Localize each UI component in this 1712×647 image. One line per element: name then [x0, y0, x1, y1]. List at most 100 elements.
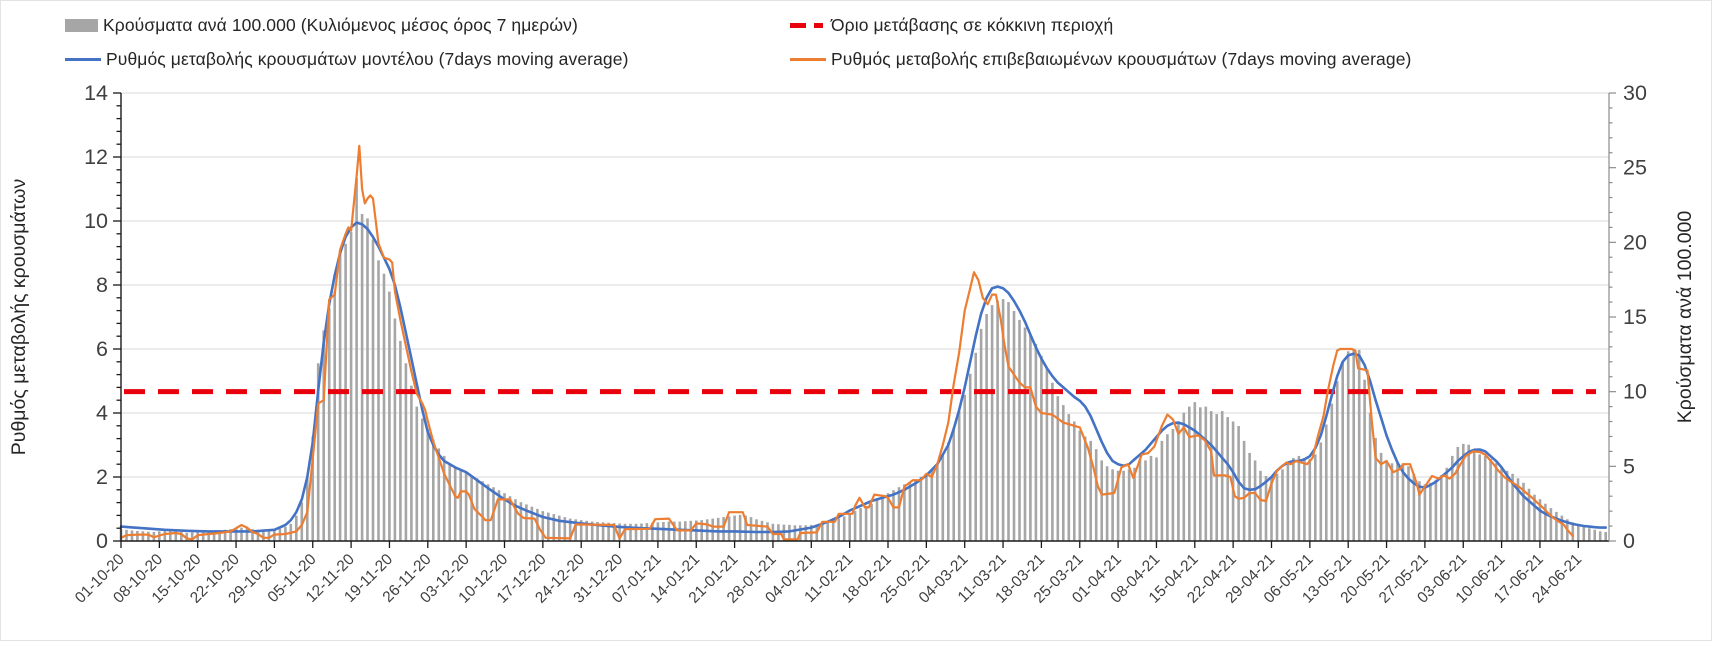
bar [218, 530, 221, 541]
bars-series [119, 178, 1607, 542]
bar [623, 523, 627, 541]
bar [1188, 406, 1191, 541]
bar [963, 394, 966, 541]
bar [147, 531, 150, 541]
bar [755, 519, 758, 541]
legend-label: Όριο μετάβασης σε κόκκινη περιοχή [831, 14, 1114, 35]
bar [968, 373, 972, 541]
legend-item-confirmed-line: Ρυθμός μεταβολής επιβεβαιωμένων κρουσμάτ… [790, 47, 1411, 71]
bar [908, 482, 912, 541]
bar [870, 503, 873, 541]
bar [1319, 442, 1323, 541]
bar [541, 511, 545, 541]
bar [1582, 526, 1586, 541]
bar [848, 514, 851, 541]
bar [574, 519, 577, 541]
bar [185, 532, 188, 541]
bar [1100, 460, 1103, 541]
bar [234, 528, 238, 541]
bar [662, 522, 665, 541]
bar [1001, 299, 1005, 541]
bar [1593, 529, 1596, 541]
bar [881, 496, 884, 541]
bar [1368, 412, 1372, 541]
bar [864, 505, 868, 541]
bar [1401, 463, 1405, 541]
bar [1429, 482, 1432, 541]
bar [1078, 430, 1082, 541]
bar [727, 516, 731, 541]
bar [1182, 412, 1186, 541]
bar [952, 427, 955, 541]
bar [212, 530, 216, 541]
bar [415, 406, 419, 541]
y-right-tick-label: 10 [1623, 380, 1647, 404]
bar [585, 520, 588, 541]
bar [1286, 462, 1290, 541]
bar [1094, 449, 1098, 541]
bar [826, 522, 829, 541]
bar [1314, 454, 1317, 541]
line-swatch-icon [65, 57, 101, 61]
bar [673, 521, 676, 541]
bar [136, 530, 139, 541]
bar [169, 530, 172, 541]
bar [645, 523, 649, 541]
bar [223, 529, 227, 541]
y-left-tick-label: 8 [96, 273, 108, 297]
bar [1166, 434, 1169, 541]
bar [530, 506, 534, 541]
bar [629, 523, 632, 541]
bar [1588, 528, 1591, 541]
bar [349, 231, 353, 541]
bar [558, 515, 561, 541]
bar [355, 178, 358, 541]
bar [229, 529, 232, 541]
bar [1018, 320, 1021, 541]
bar [256, 530, 260, 541]
bar [1346, 351, 1350, 541]
bar [421, 418, 424, 541]
bar [651, 522, 654, 541]
bar [749, 517, 753, 541]
bar [1500, 467, 1503, 541]
bar [1577, 524, 1580, 541]
bar [1478, 454, 1481, 541]
bar [1516, 478, 1520, 541]
bar [1522, 482, 1525, 541]
bar [141, 531, 145, 541]
line-swatch-icon [790, 57, 826, 61]
bar [941, 454, 945, 541]
bar [1138, 458, 1142, 541]
bar [327, 308, 331, 541]
bar [366, 218, 369, 541]
bar [722, 517, 725, 541]
bar [180, 532, 183, 541]
bar [311, 436, 314, 541]
bar [821, 523, 824, 541]
bar [410, 385, 413, 541]
bar [1390, 463, 1394, 541]
bar [1560, 515, 1564, 541]
bar [579, 520, 583, 541]
bar [1281, 469, 1284, 541]
bar [442, 455, 446, 541]
bar [793, 525, 797, 541]
bar [1489, 458, 1492, 541]
legend-item-model-line: Ρυθμός μεταβολής κρουσμάτων μοντέλου (7d… [65, 47, 629, 71]
bar [1511, 473, 1514, 541]
bar [1352, 349, 1355, 541]
bar [1122, 470, 1125, 541]
bar [1253, 460, 1257, 541]
legend-label: Ρυθμός μεταβολής επιβεβαιωμένων κρουσμάτ… [831, 48, 1412, 69]
bar [262, 531, 265, 541]
bar [957, 411, 961, 541]
bar [1270, 477, 1273, 541]
bar [459, 470, 462, 541]
bar [1494, 463, 1498, 541]
bar [1418, 481, 1421, 541]
bar [338, 251, 342, 542]
bar [1571, 522, 1575, 541]
bar [251, 529, 254, 541]
bar [382, 273, 386, 541]
